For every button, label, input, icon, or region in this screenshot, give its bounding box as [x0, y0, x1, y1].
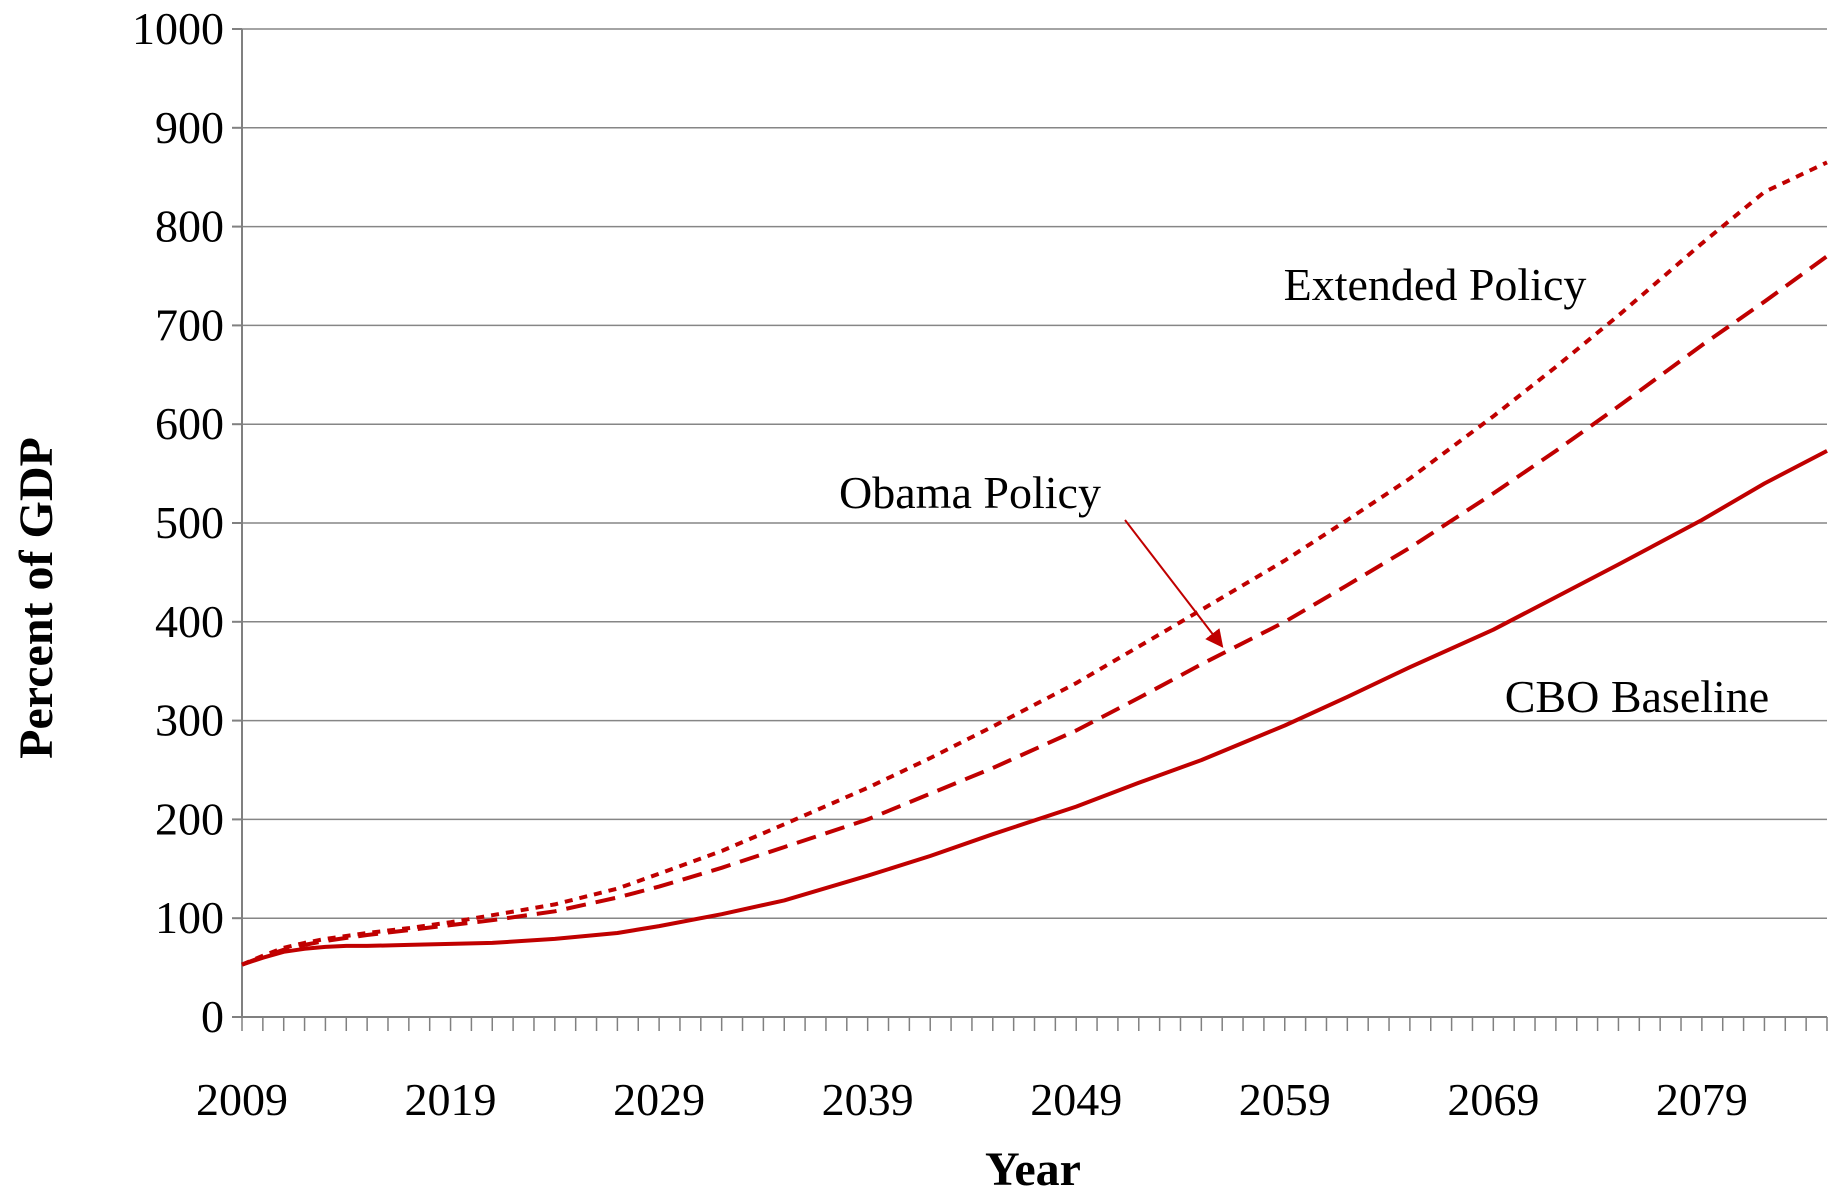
x-axis-title: Year [985, 1143, 1081, 1196]
y-tick-label-1000: 1000 [132, 3, 224, 54]
y-tick-label-600: 600 [155, 398, 224, 449]
y-tick-label-900: 900 [155, 102, 224, 153]
series-line-extended-policy [241, 160, 1828, 967]
y-tick-label-700: 700 [155, 299, 224, 350]
x-axis-ticks: 2009 2019 2029 2039 2049 2059 2069 2079 [196, 1017, 1828, 1125]
series-line-obama-policy [241, 254, 1829, 967]
y-tick-label-200: 200 [155, 793, 224, 844]
y-tick-label-300: 300 [155, 695, 224, 746]
x-tick-label-2019: 2019 [405, 1074, 497, 1125]
series-line-cbo-baseline [241, 449, 1828, 967]
y-axis-ticks: 0 100 200 300 400 500 600 700 800 900 1000 [132, 3, 242, 1042]
extended-policy-label: Extended Policy [1284, 259, 1587, 310]
y-axis-title: Percent of GDP [10, 437, 63, 759]
y-tick-label-500: 500 [155, 497, 224, 548]
y-tick-label-0: 0 [201, 991, 224, 1042]
x-tick-label-2049: 2049 [1030, 1074, 1122, 1125]
x-tick-label-2039: 2039 [822, 1074, 914, 1125]
y-tick-label-800: 800 [155, 201, 224, 252]
obama-policy-arrow [1124, 519, 1224, 648]
obama-policy-label: Obama Policy [839, 467, 1101, 518]
x-tick-label-2069: 2069 [1447, 1074, 1539, 1125]
x-tick-label-2029: 2029 [613, 1074, 705, 1125]
cbo-baseline-label: CBO Baseline [1505, 671, 1769, 722]
series-lines [241, 160, 1829, 967]
gridlines [242, 28, 1827, 919]
y-tick-label-400: 400 [155, 596, 224, 647]
y-tick-label-100: 100 [155, 892, 224, 943]
x-tick-label-2079: 2079 [1656, 1074, 1748, 1125]
x-tick-label-2009: 2009 [196, 1074, 288, 1125]
x-tick-label-2059: 2059 [1239, 1074, 1331, 1125]
